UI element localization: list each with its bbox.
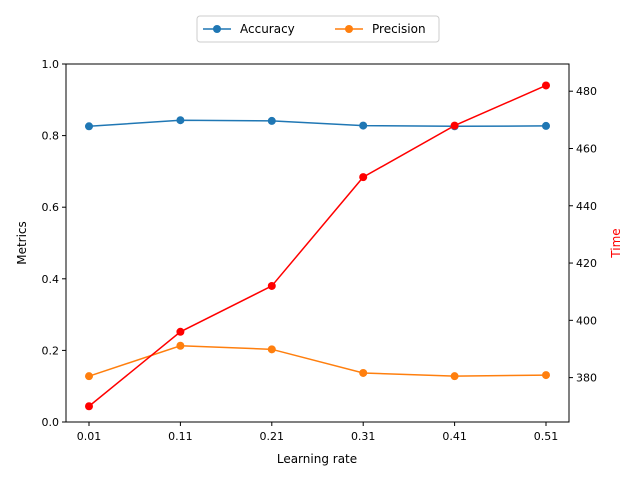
chart-marks (85, 81, 550, 411)
data-point-2-5 (542, 81, 550, 90)
data-point-2-0 (85, 402, 93, 411)
axes: 0.01 0.11 0.21 0.31 0.41 0.51 0.0 0.2 0.4 0.6 0.8 1… (42, 58, 598, 443)
series-line-1 (88, 344, 547, 377)
data-point-2-1 (176, 327, 185, 336)
legend-marker-1 (345, 25, 353, 33)
legend-label-1: Precision (372, 22, 426, 36)
data-point-1-4 (450, 372, 459, 381)
data-point-2-2 (267, 281, 276, 290)
x-axis-label: Learning rate (277, 452, 357, 466)
y-right-tick-label-4: 460 (576, 142, 597, 155)
y-left-tick-label-2: 0.4 (42, 273, 60, 286)
y-left-tick-label-4: 0.8 (42, 130, 60, 143)
data-point-0-0 (85, 122, 93, 131)
data-point-0-1 (176, 116, 185, 125)
y-left-tick-label-5: 1.0 (42, 58, 60, 71)
plot-frame (65, 63, 570, 423)
data-point-1-2 (267, 345, 276, 354)
legend: Accuracy Precision (196, 15, 440, 43)
data-point-1-1 (176, 341, 185, 350)
x-tick-label-5: 0.51 (534, 430, 559, 443)
x-tick-label-3: 0.31 (351, 430, 376, 443)
data-point-2-4 (450, 121, 459, 130)
y-right-tick-label-0: 380 (576, 372, 597, 385)
y-right-tick-label-1: 400 (576, 314, 597, 327)
data-point-1-3 (359, 368, 368, 377)
data-point-0-2 (267, 116, 276, 125)
y-axis-left-label: Metrics (15, 221, 29, 265)
legend-box (196, 15, 440, 43)
x-tick-label-2: 0.21 (260, 430, 285, 443)
y-right-tick-label-2: 420 (576, 257, 597, 270)
data-point-1-5 (542, 371, 550, 380)
data-point-0-5 (542, 121, 550, 130)
y-axis-right-label: Time (609, 228, 623, 258)
x-tick-label-1: 0.11 (168, 430, 193, 443)
series-line-0 (88, 119, 547, 128)
y-left-tick-label-1: 0.2 (42, 344, 60, 357)
series-line-2 (88, 84, 547, 407)
x-tick-label-4: 0.41 (442, 430, 467, 443)
data-point-2-3 (359, 173, 368, 182)
y-right-tick-label-5: 480 (576, 85, 597, 98)
data-point-0-3 (359, 121, 368, 130)
y-right-tick-label-3: 440 (576, 200, 597, 213)
x-tick-label-0: 0.01 (77, 430, 102, 443)
y-left-tick-label-0: 0.0 (42, 416, 60, 429)
legend-marker-0 (213, 25, 221, 33)
data-point-1-0 (85, 372, 93, 381)
legend-label-0: Accuracy (240, 22, 295, 36)
y-left-tick-label-3: 0.6 (42, 201, 60, 214)
